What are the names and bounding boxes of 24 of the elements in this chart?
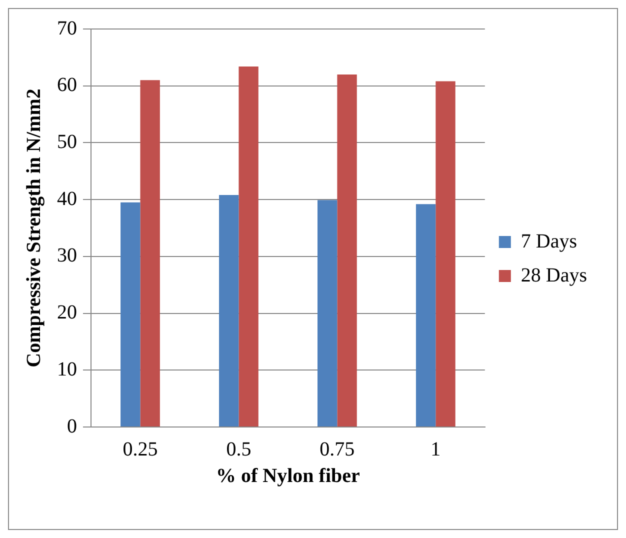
bar <box>436 81 456 426</box>
x-axis-title: % of Nylon fiber <box>216 465 360 488</box>
y-tick-label: 30 <box>57 244 77 267</box>
bar <box>317 200 338 426</box>
y-tick-label: 70 <box>57 17 77 40</box>
bar <box>219 195 239 426</box>
bar <box>416 204 436 426</box>
x-tick-label: 1 <box>430 438 441 460</box>
legend-label: 28 Days <box>520 264 588 286</box>
y-tick-label: 10 <box>57 358 77 380</box>
x-tick-label: 0.5 <box>226 438 252 460</box>
y-tick-label: 50 <box>57 130 77 153</box>
y-tick-label: 40 <box>57 188 77 210</box>
bar <box>120 202 140 426</box>
bar <box>140 80 160 426</box>
y-tick-label: 60 <box>57 74 77 96</box>
bar <box>337 74 357 426</box>
bar <box>238 66 258 426</box>
y-tick-label: 0 <box>67 415 77 438</box>
y-tick-label: 20 <box>57 302 77 324</box>
y-axis-title: Compressive Strength in N/mm2 <box>23 88 46 368</box>
x-tick-label: 0.25 <box>122 438 158 460</box>
x-tick-label: 0.75 <box>320 438 355 460</box>
legend-label: 7 Days <box>520 230 578 252</box>
